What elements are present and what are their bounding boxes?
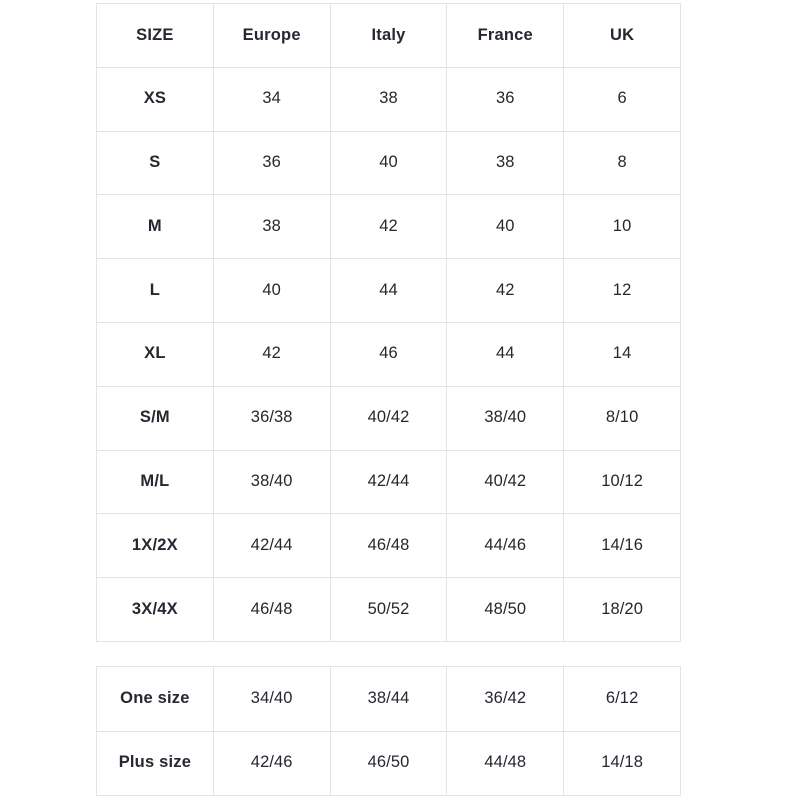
cell-italy: 42/44 <box>329 449 448 515</box>
column-header-europe: Europe <box>212 3 331 68</box>
cell-europe: 38 <box>212 194 331 260</box>
cell-france: 44 <box>446 321 565 387</box>
cell-italy: 40 <box>329 130 448 196</box>
table-row: XS 34 38 36 6 <box>96 66 681 132</box>
cell-france: 44/46 <box>446 513 565 579</box>
row-label-plus-size: Plus size <box>96 730 214 796</box>
row-label-l: L <box>96 258 214 323</box>
cell-italy: 38/44 <box>329 666 448 732</box>
table-body: One size 34/40 38/44 36/42 6/12 Plus siz… <box>96 666 681 796</box>
row-label-3x-4x: 3X/4X <box>96 577 214 642</box>
row-label-xs: XS <box>96 66 214 132</box>
cell-italy: 46/48 <box>329 513 448 579</box>
cell-europe: 34/40 <box>212 666 331 732</box>
cell-italy: 40/42 <box>329 385 448 451</box>
table-row: M/L 38/40 42/44 40/42 10/12 <box>96 449 681 515</box>
cell-uk: 12 <box>563 258 681 323</box>
table-row: One size 34/40 38/44 36/42 6/12 <box>96 666 681 732</box>
cell-europe: 46/48 <box>212 577 331 642</box>
row-label-m: M <box>96 194 214 260</box>
row-label-xl: XL <box>96 321 214 387</box>
cell-europe: 40 <box>212 258 331 323</box>
cell-italy: 38 <box>329 66 448 132</box>
cell-italy: 46/50 <box>329 730 448 796</box>
cell-italy: 46 <box>329 321 448 387</box>
cell-uk: 14/18 <box>563 730 681 796</box>
table-body: XS 34 38 36 6 S 36 40 38 8 M 38 42 40 10 <box>96 66 681 642</box>
column-header-italy: Italy <box>329 3 448 68</box>
row-label-1x-2x: 1X/2X <box>96 513 214 579</box>
cell-uk: 6 <box>563 66 681 132</box>
cell-europe: 42/46 <box>212 730 331 796</box>
cell-france: 36/42 <box>446 666 565 732</box>
column-header-uk: UK <box>563 3 681 68</box>
cell-france: 44/48 <box>446 730 565 796</box>
cell-france: 38 <box>446 130 565 196</box>
cell-europe: 34 <box>212 66 331 132</box>
table-row: Plus size 42/46 46/50 44/48 14/18 <box>96 730 681 796</box>
cell-europe: 42 <box>212 321 331 387</box>
column-header-size: SIZE <box>96 3 214 68</box>
table-row: S/M 36/38 40/42 38/40 8/10 <box>96 385 681 451</box>
cell-france: 42 <box>446 258 565 323</box>
row-label-m-l: M/L <box>96 449 214 515</box>
table-row: L 40 44 42 12 <box>96 258 681 323</box>
cell-europe: 36 <box>212 130 331 196</box>
cell-france: 36 <box>446 66 565 132</box>
cell-france: 48/50 <box>446 577 565 642</box>
column-header-france: France <box>446 3 565 68</box>
cell-uk: 18/20 <box>563 577 681 642</box>
cell-italy: 50/52 <box>329 577 448 642</box>
table-row: 3X/4X 46/48 50/52 48/50 18/20 <box>96 577 681 642</box>
row-label-s-m: S/M <box>96 385 214 451</box>
one-size-plus-size-table: One size 34/40 38/44 36/42 6/12 Plus siz… <box>96 666 681 796</box>
cell-uk: 6/12 <box>563 666 681 732</box>
table-row: M 38 42 40 10 <box>96 194 681 260</box>
cell-europe: 38/40 <box>212 449 331 515</box>
cell-uk: 8/10 <box>563 385 681 451</box>
table-row: S 36 40 38 8 <box>96 130 681 196</box>
header-row: SIZE Europe Italy France UK <box>96 3 681 68</box>
cell-italy: 42 <box>329 194 448 260</box>
cell-europe: 42/44 <box>212 513 331 579</box>
table-header: SIZE Europe Italy France UK <box>96 3 681 68</box>
row-label-s: S <box>96 130 214 196</box>
row-label-one-size: One size <box>96 666 214 732</box>
cell-uk: 14 <box>563 321 681 387</box>
cell-europe: 36/38 <box>212 385 331 451</box>
cell-uk: 8 <box>563 130 681 196</box>
cell-france: 40 <box>446 194 565 260</box>
table-row: 1X/2X 42/44 46/48 44/46 14/16 <box>96 513 681 579</box>
cell-uk: 14/16 <box>563 513 681 579</box>
cell-uk: 10 <box>563 194 681 260</box>
cell-france: 40/42 <box>446 449 565 515</box>
cell-uk: 10/12 <box>563 449 681 515</box>
cell-italy: 44 <box>329 258 448 323</box>
cell-france: 38/40 <box>446 385 565 451</box>
table-row: XL 42 46 44 14 <box>96 321 681 387</box>
size-conversion-table: SIZE Europe Italy France UK XS 34 38 36 … <box>96 3 681 642</box>
